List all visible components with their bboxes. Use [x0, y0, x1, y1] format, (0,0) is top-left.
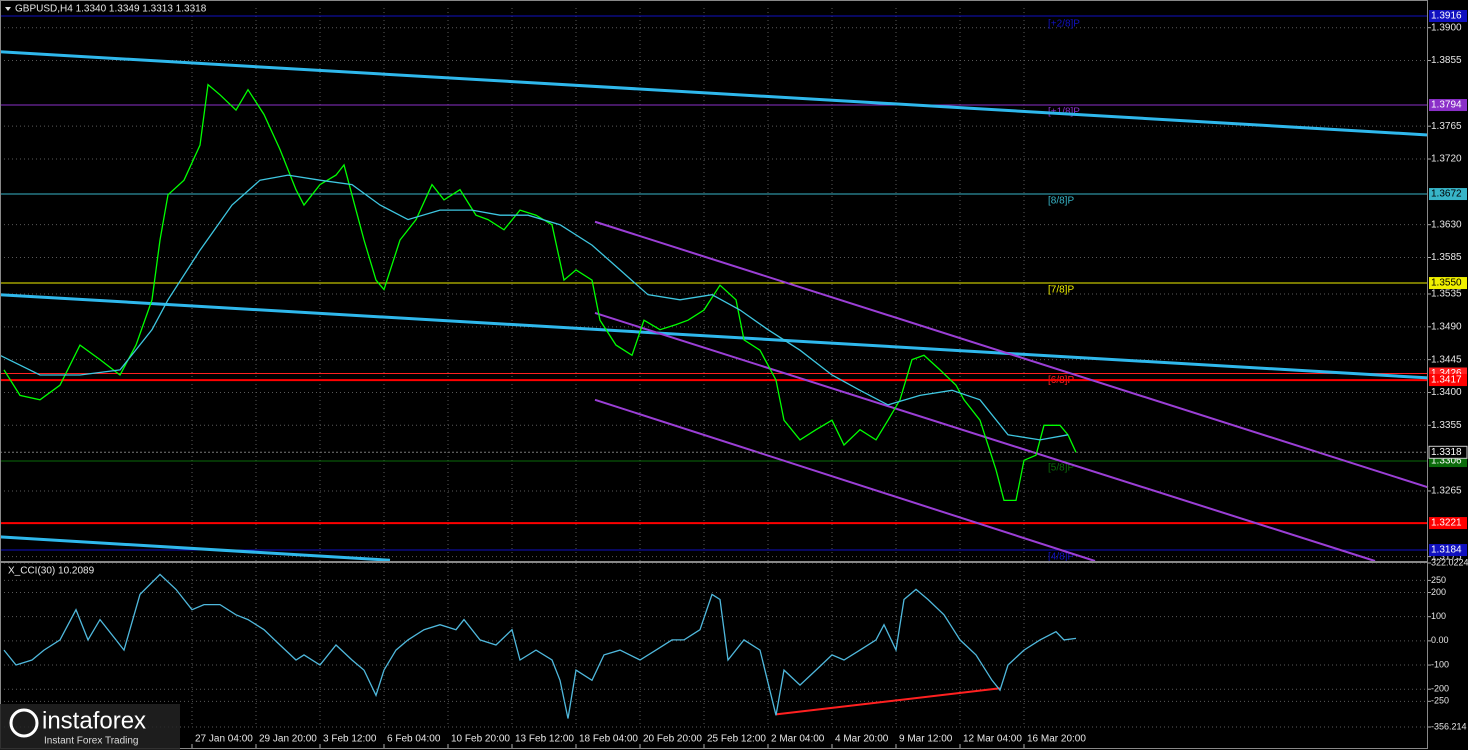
y-tick-label: 1.3265 [1431, 486, 1462, 497]
x-tick-label: 3 Feb 12:00 [323, 734, 377, 745]
y-tick-label: 1.3175 [1431, 551, 1462, 562]
y-tick-label: 1.3400 [1431, 387, 1462, 398]
level-price-box [1429, 277, 1467, 290]
trend-line [0, 535, 391, 562]
level-tag: [5/8]P [1048, 463, 1074, 474]
level-price-box [1429, 517, 1467, 530]
cci-panel: 322.0224 250 200 100 0.00 -100 -200 -250 -356.21… [0, 557, 1468, 749]
level-price-box [1429, 374, 1467, 387]
y-tick-label: 250 [1431, 575, 1446, 585]
level-tag: [4/8]P [1048, 552, 1074, 563]
y-tick-label: 200 [1431, 587, 1446, 597]
x-tick-label: 20 Feb 20:00 [643, 734, 702, 745]
level-tag: [8/8]P [1048, 196, 1074, 207]
level-price-label: 1.3184 [1431, 545, 1462, 556]
chart-title: GBPUSD,H4 1.3340 1.3349 1.3313 1.3318 [15, 4, 207, 15]
y-tick-label: 0.00 [1431, 635, 1449, 645]
level-price-box [1429, 99, 1467, 112]
y-tick-label: -100 [1431, 659, 1449, 669]
data-line [3, 573, 1077, 719]
x-tick-label: 29 Jan 20:00 [259, 734, 317, 745]
cci-title: X_CCI(30) 10.2089 [8, 566, 95, 577]
level-price-label: 1.3426 [1431, 368, 1462, 379]
y-tick-label: 1.3585 [1431, 252, 1462, 263]
level-price-label: 1.3672 [1431, 189, 1462, 200]
y-tick-label: 1.3765 [1431, 121, 1462, 132]
y-tick-label: 1.3630 [1431, 219, 1462, 230]
data-line [0, 174, 1069, 441]
trend-line [775, 687, 1001, 716]
y-tick-label: -200 [1431, 684, 1449, 694]
level-tag: [7/8]P [1048, 285, 1074, 296]
logo-icon [9, 708, 39, 738]
level-price-box [1429, 10, 1467, 23]
y-tick-label: -356.214 [1431, 721, 1467, 731]
level-price-box [1429, 188, 1467, 201]
level-price-box [1429, 544, 1467, 557]
y-tick-label: 322.0224 [1431, 557, 1468, 567]
x-tick-label: 25 Feb 12:00 [707, 734, 766, 745]
x-tick-label: 13 Feb 12:00 [515, 734, 574, 745]
menu-arrow[interactable] [5, 7, 11, 11]
x-tick-label: 18 Feb 04:00 [579, 734, 638, 745]
y-tick-label: -250 [1431, 696, 1449, 706]
y-tick-label: 1.3445 [1431, 354, 1462, 365]
level-tag: [+1/8]P [1048, 107, 1080, 118]
x-tick-label: 2 Mar 04:00 [771, 734, 825, 745]
current-price-label: 1.3318 [1431, 447, 1462, 458]
price-panel: 1.3900 1.3855 1.3765 1.3720 1.3630 1.3585 1.35… [0, 8, 1468, 563]
level-price-label: 1.3221 [1431, 518, 1462, 529]
logo-tagline: Instant Forex Trading [44, 736, 139, 747]
x-tick-label: 9 Mar 12:00 [899, 734, 953, 745]
y-tick-label: 1.3355 [1431, 420, 1462, 431]
price-frame [0, 0, 1428, 562]
trend-line [0, 50, 1429, 137]
trend-line [0, 293, 1429, 380]
level-price-label: 1.3417 [1431, 375, 1462, 386]
x-tick-label: 10 Feb 20:00 [451, 734, 510, 745]
current-price-box [1428, 445, 1468, 459]
level-price-label: 1.3794 [1431, 100, 1462, 111]
logo-name: instaforex [42, 707, 146, 734]
logo: instaforex Instant Forex Trading [0, 704, 180, 750]
x-tick-label: 16 Mar 20:00 [1027, 734, 1086, 745]
x-tick-label: 4 Mar 20:00 [835, 734, 889, 745]
trend-line [594, 220, 1429, 489]
x-tick-label: 27 Jan 04:00 [195, 734, 253, 745]
level-price-label: 1.3916 [1431, 11, 1462, 22]
y-tick-label: 1.3490 [1431, 321, 1462, 332]
y-tick-label: 1.3900 [1431, 22, 1462, 33]
x-tick-label: 6 Feb 04:00 [387, 734, 441, 745]
y-tick-label: 1.3720 [1431, 154, 1462, 165]
cci-frame [0, 562, 1428, 749]
level-price-label: 1.3550 [1431, 278, 1462, 289]
y-tick-label: 1.3535 [1431, 289, 1462, 300]
y-tick-label: 1.3855 [1431, 55, 1462, 66]
level-price-label: 1.3306 [1431, 456, 1462, 467]
y-tick-label: 100 [1431, 611, 1446, 621]
x-tick-label: 12 Mar 04:00 [963, 734, 1022, 745]
level-tag: [+2/8]P [1048, 19, 1080, 30]
trend-line [594, 398, 1096, 562]
data-line [3, 83, 1077, 502]
